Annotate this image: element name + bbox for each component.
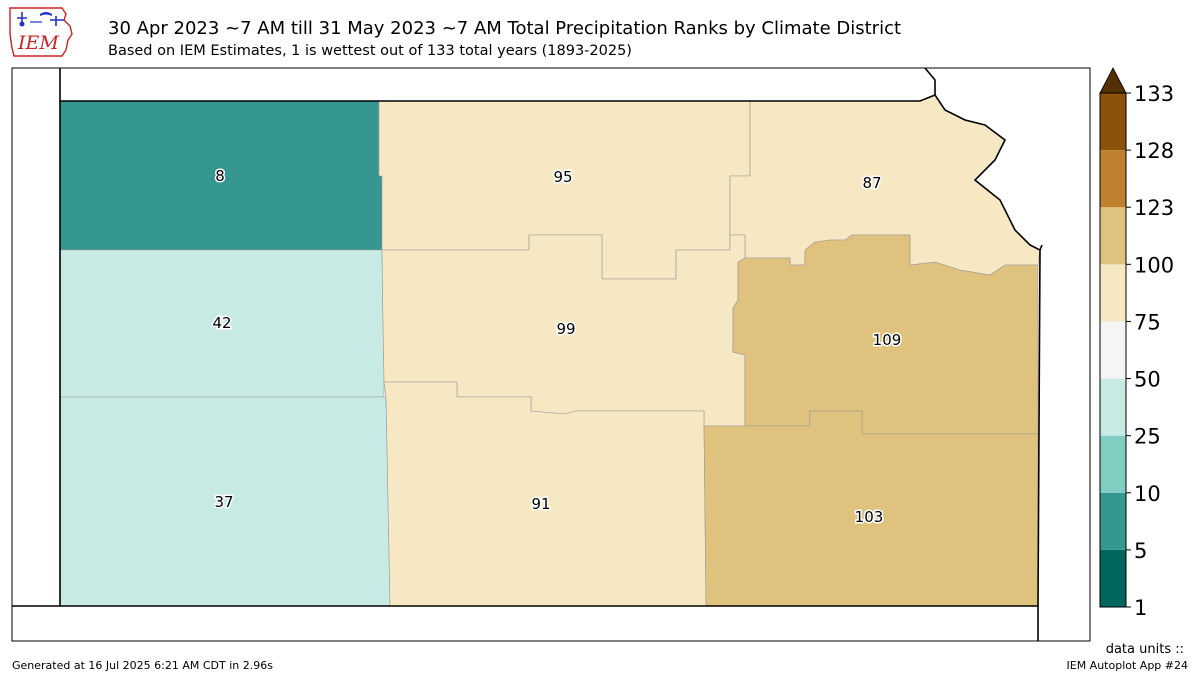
colorbar-bin (1100, 264, 1126, 322)
colorbar-tick-label: 25 (1134, 425, 1161, 449)
page-title: 30 Apr 2023 ~7 AM till 31 May 2023 ~7 AM… (108, 18, 902, 39)
colorbar-extend-arrow (1099, 67, 1127, 94)
colorbar-tick-label: 50 (1134, 368, 1161, 392)
colorbar-tick-label: 123 (1134, 196, 1174, 220)
svg-text:IEM: IEM (17, 32, 59, 54)
generated-timestamp: Generated at 16 Jul 2025 6:21 AM CDT in … (12, 659, 273, 672)
rank-label-northeast: 87 (862, 174, 881, 192)
rank-label-north-central: 95 (553, 168, 572, 186)
iem-logo: IEM (9, 7, 73, 57)
rank-label-northwest: 8 (215, 167, 225, 185)
rank-label-east-central: 109 (873, 331, 902, 349)
rank-label-southeast: 103 (855, 508, 884, 526)
colorbar-tick-label: 75 (1134, 310, 1161, 334)
colorbar-bin (1100, 207, 1126, 265)
colorbar-tick-label: 1 (1134, 596, 1147, 620)
colorbar-bin (1100, 93, 1126, 151)
colorbar-bin (1100, 435, 1126, 493)
page-subtitle: Based on IEM Estimates, 1 is wettest out… (108, 43, 632, 59)
data-units-label: data units :: (1105, 642, 1184, 657)
rank-label-southwest: 37 (214, 493, 233, 511)
colorbar-bin (1100, 150, 1126, 208)
colorbar-tick-label: 128 (1134, 139, 1174, 163)
app-id-label: IEM Autoplot App #24 (1066, 659, 1189, 672)
district-east-central[interactable] (732, 234, 1039, 435)
colorbar-tick-label: 10 (1134, 482, 1161, 506)
colorbar-bin (1100, 549, 1126, 607)
colorbar-tick-label: 5 (1134, 539, 1147, 563)
colorbar-tick-label: 133 (1134, 82, 1174, 106)
rank-label-south-central: 91 (531, 495, 550, 513)
colorbar-outline (1099, 92, 1127, 608)
rank-label-central: 99 (556, 320, 575, 338)
colorbar-tick-label: 100 (1134, 253, 1174, 277)
colorbar-bin (1100, 378, 1126, 436)
rank-label-west-central: 42 (212, 314, 231, 332)
colorbar-bin (1100, 492, 1126, 550)
state-borders (12, 67, 1043, 641)
colorbar-bin (1100, 321, 1126, 379)
